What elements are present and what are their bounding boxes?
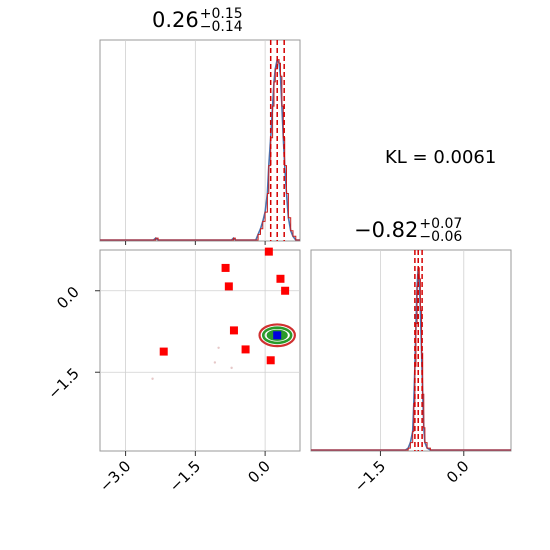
- faint-sample-point: [217, 346, 220, 349]
- x-tick-label: 0.0: [443, 457, 473, 487]
- ensemble-marker: [276, 274, 285, 283]
- scatter-layer: [151, 247, 296, 380]
- y-tick-label: 0.0: [53, 283, 83, 313]
- x-tick-label: −1.5: [166, 457, 204, 495]
- histogram-param-a-panel: [99, 39, 301, 242]
- ensemble-marker: [224, 282, 233, 291]
- mean-marker: [273, 331, 282, 340]
- histogram-param-b-panel: [310, 249, 512, 452]
- histogram-param-b: [311, 250, 511, 451]
- ensemble-marker: [159, 347, 168, 356]
- ensemble-marker: [241, 345, 250, 354]
- param-b-title: −0.82 +0.07 −0.06: [354, 216, 463, 245]
- faint-sample-point: [213, 361, 217, 364]
- ensemble-marker: [264, 247, 273, 256]
- tick-layer: 0.0 −1.5 −3.0 −1.5 0.0 −1.5 0.0: [44, 241, 473, 496]
- x-tick-label: −3.0: [96, 457, 134, 495]
- histogram-param-a: [100, 40, 300, 241]
- y-tick-label: −1.5: [44, 364, 82, 402]
- ensemble-marker: [266, 356, 275, 365]
- hist-b-step-line: [311, 267, 511, 451]
- ensemble-marker: [229, 326, 238, 335]
- density-contour: [261, 326, 293, 345]
- faint-sample-point: [151, 377, 154, 380]
- x-tick-label: 0.0: [244, 457, 274, 487]
- scatter-panel: [99, 249, 301, 452]
- hist-b-density-line: [311, 267, 511, 451]
- ensemble-marker: [281, 286, 290, 295]
- x-tick-label: −1.5: [351, 457, 389, 495]
- kl-divergence-label: KL = 0.0061: [385, 147, 497, 168]
- param-a-title: 0.26 +0.15 −0.14: [152, 6, 243, 35]
- ensemble-marker: [221, 263, 230, 272]
- density-contour: [258, 323, 296, 348]
- faint-sample-point: [230, 366, 233, 370]
- hist-a-step-line: [100, 59, 300, 241]
